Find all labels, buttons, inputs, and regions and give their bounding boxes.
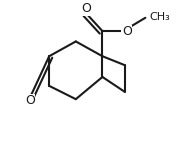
Text: O: O: [122, 25, 132, 38]
Text: O: O: [25, 94, 35, 107]
Text: O: O: [81, 2, 91, 15]
Text: CH₃: CH₃: [149, 12, 170, 22]
